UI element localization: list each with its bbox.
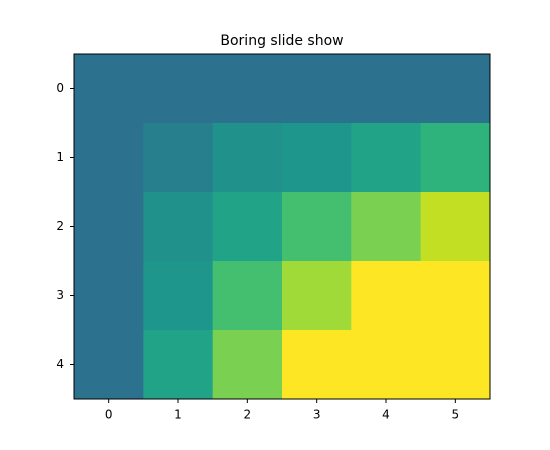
heatmap-cell bbox=[143, 330, 214, 400]
heatmap-cell bbox=[351, 123, 422, 193]
heatmap-cell bbox=[282, 330, 352, 400]
heatmap-cell bbox=[143, 261, 214, 331]
heatmap-cell bbox=[74, 330, 144, 400]
heatmap-cell bbox=[212, 54, 283, 124]
y-tick-label: 1 bbox=[56, 150, 64, 164]
heatmap-cell bbox=[74, 192, 144, 262]
heatmap-cell bbox=[282, 192, 352, 262]
heatmap-cell bbox=[74, 123, 144, 193]
heatmap-cell bbox=[282, 261, 352, 331]
heatmap-cell bbox=[420, 123, 491, 193]
heatmap-cell bbox=[212, 192, 283, 262]
y-tick-label: 4 bbox=[56, 357, 64, 371]
heatmap-cell bbox=[212, 330, 283, 400]
heatmap-cell bbox=[143, 123, 214, 193]
heatmap-cell bbox=[351, 261, 422, 331]
x-tick-label: 1 bbox=[174, 408, 182, 422]
y-tick-label: 2 bbox=[56, 219, 64, 233]
heatmap-cell bbox=[74, 261, 144, 331]
x-tick-label: 4 bbox=[382, 408, 390, 422]
y-tick-label: 3 bbox=[56, 288, 64, 302]
heatmap-cell bbox=[282, 54, 352, 124]
heatmap-cell bbox=[351, 54, 422, 124]
x-tick-label: 0 bbox=[105, 408, 113, 422]
x-tick-label: 3 bbox=[313, 408, 321, 422]
heatmap-cell bbox=[143, 192, 214, 262]
heatmap-cell bbox=[74, 54, 144, 124]
chart-title: Boring slide show bbox=[220, 33, 343, 49]
heatmap-cell bbox=[420, 192, 491, 262]
x-tick-label: 2 bbox=[244, 408, 252, 422]
heatmap-cell bbox=[420, 54, 491, 124]
x-tick-label: 5 bbox=[452, 408, 460, 422]
heatmap-cell bbox=[212, 123, 283, 193]
heatmap-cell bbox=[351, 192, 422, 262]
heatmap-cell bbox=[351, 330, 422, 400]
heatmap-cell bbox=[212, 261, 283, 331]
heatmap-cell bbox=[420, 330, 491, 400]
y-tick-label: 0 bbox=[56, 81, 64, 95]
heatmap-cell bbox=[143, 54, 214, 124]
heatmap-cell bbox=[282, 123, 352, 193]
heatmap-cell bbox=[420, 261, 491, 331]
